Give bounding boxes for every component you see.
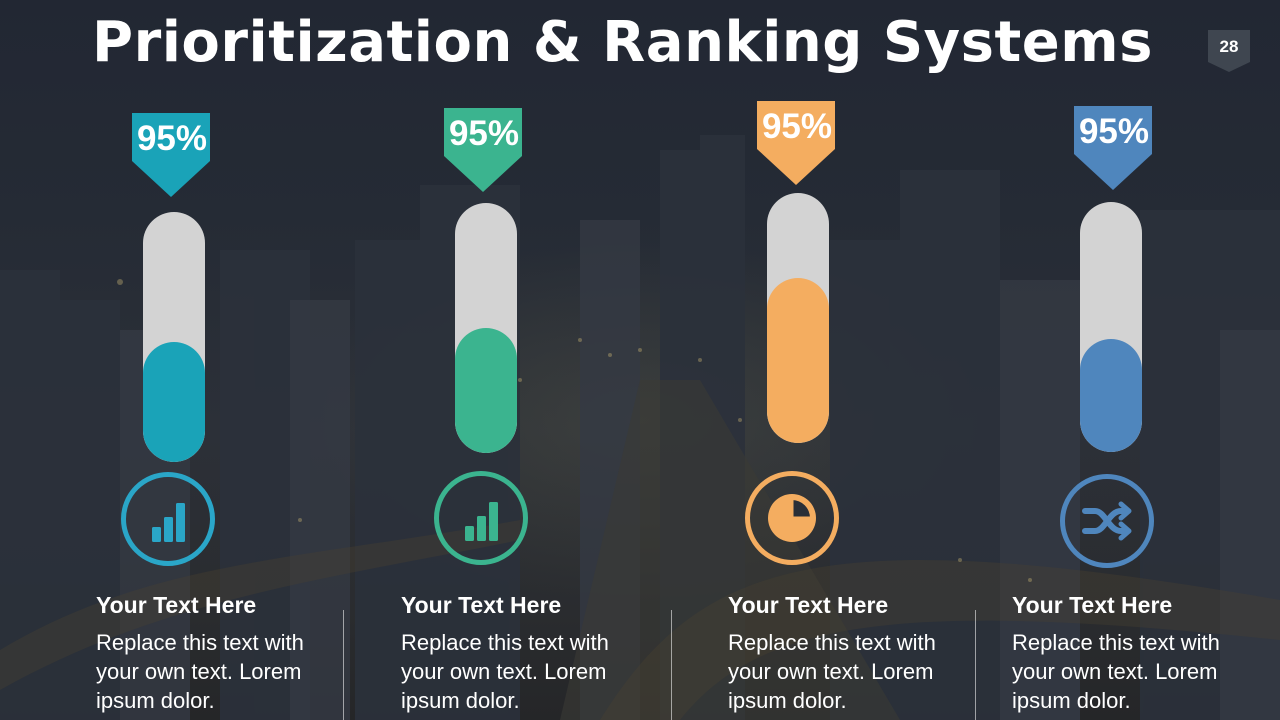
page-number-badge: 28 — [1208, 30, 1250, 72]
description-line: Replace this text with — [1012, 630, 1220, 655]
column-divider — [343, 610, 344, 720]
progress-fill — [455, 328, 517, 453]
progress-tube — [143, 212, 205, 462]
percent-flag: 95% — [132, 113, 212, 199]
description-line: Replace this text with — [96, 630, 304, 655]
description-line: your own text. Lorem — [96, 659, 302, 684]
description-line: ipsum dolor. — [401, 688, 520, 713]
percent-label: 95% — [136, 119, 208, 158]
progress-tube — [1080, 202, 1142, 452]
percent-flag: 95% — [1074, 106, 1154, 192]
description-line: ipsum dolor. — [1012, 688, 1131, 713]
progress-fill — [143, 342, 205, 462]
ranking-column-2: 95% Your Text Here Replace this text wit… — [0, 0, 609, 720]
bar-chart-icon — [434, 471, 528, 565]
shuffle-icon — [1060, 474, 1154, 568]
column-divider — [975, 610, 976, 720]
page-title: Prioritization & Ranking Systems — [92, 10, 1153, 75]
description-line: Replace this text with — [401, 630, 609, 655]
item-heading: Your Text Here — [728, 592, 889, 618]
item-heading: Your Text Here — [1012, 592, 1173, 618]
ranking-column-3: 95% Your Text Here Replace this text wit… — [0, 0, 936, 720]
progress-tube — [455, 203, 517, 453]
percent-flag: 95% — [757, 101, 837, 187]
ranking-column-1: 95% Your Text Here Replace this text wit… — [0, 0, 304, 720]
pie-chart-icon — [745, 471, 839, 565]
description-line: ipsum dolor. — [728, 688, 847, 713]
item-heading: Your Text Here — [401, 592, 562, 618]
item-description: Replace this text with your own text. Lo… — [401, 628, 641, 715]
percent-label: 95% — [448, 114, 520, 153]
ranking-column-4: 95% Your Text Here Replace this text wit… — [0, 0, 1220, 720]
description-line: your own text. Lorem — [401, 659, 607, 684]
item-description: Replace this text with your own text. Lo… — [1012, 628, 1252, 715]
description-line: your own text. Lorem — [1012, 659, 1218, 684]
percent-flag: 95% — [444, 108, 524, 194]
progress-fill — [767, 278, 829, 443]
description-line: Replace this text with — [728, 630, 936, 655]
item-description: Replace this text with your own text. Lo… — [96, 628, 336, 715]
percent-label: 95% — [1078, 112, 1150, 151]
description-line: ipsum dolor. — [96, 688, 215, 713]
column-divider — [671, 610, 672, 720]
percent-label: 95% — [761, 107, 833, 146]
progress-tube — [767, 193, 829, 443]
description-line: your own text. Lorem — [728, 659, 934, 684]
item-description: Replace this text with your own text. Lo… — [728, 628, 968, 715]
bar-chart-icon — [121, 472, 215, 566]
item-heading: Your Text Here — [96, 592, 257, 618]
page-number: 28 — [1219, 37, 1239, 56]
progress-fill — [1080, 339, 1142, 452]
